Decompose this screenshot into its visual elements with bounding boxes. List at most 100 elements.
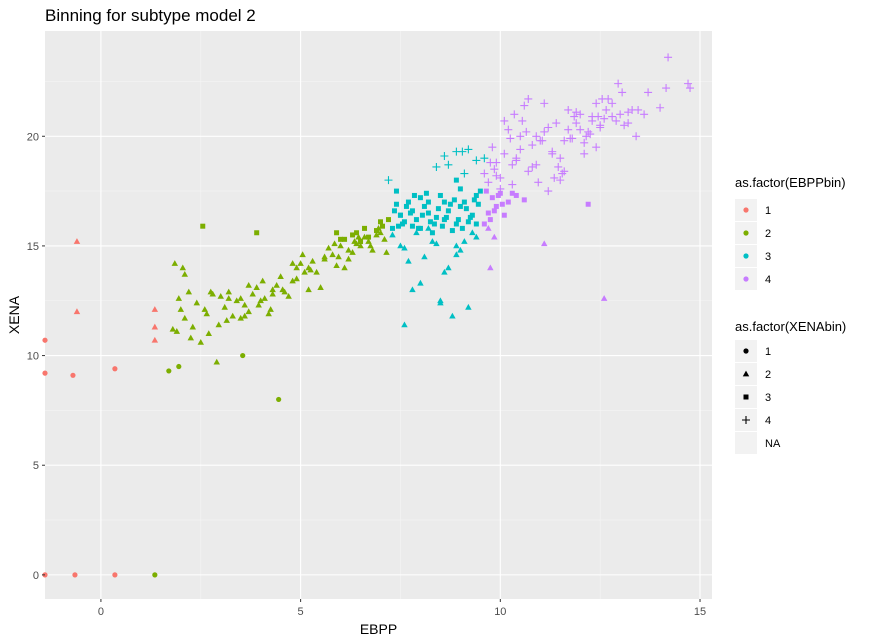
data-point-ebpp4-xena4 [528,141,537,150]
data-point-ebpp4-xena4 [532,132,541,141]
data-point-ebpp2-xena2 [217,292,224,299]
data-point-ebpp3-xena3 [475,201,481,207]
data-point-ebpp3-xena2 [465,303,472,310]
data-point-ebpp3-xena2 [453,251,460,258]
data-point-ebpp3-xena4 [472,156,481,165]
data-point-ebpp3-xena3 [445,208,451,214]
data-point-ebpp3-xena3 [423,190,429,196]
data-point-ebpp3-xena3 [441,217,447,223]
data-point-ebpp4-xena4 [518,116,527,125]
data-point-ebpp2-xena2 [349,249,356,255]
data-point-ebpp2-xena2 [333,262,340,269]
data-point-ebpp4-xena4 [548,147,557,156]
data-point-ebpp2-xena2 [345,246,352,253]
data-point-ebpp2-xena2 [307,266,314,273]
data-point-ebpp2-xena3 [377,219,383,225]
data-point-ebpp4-xena4 [500,116,509,125]
shape-legend-label: 1 [765,346,771,358]
data-point-ebpp4-xena3 [493,203,499,209]
data-point-ebpp4-xena4 [554,162,563,171]
data-point-ebpp4-xena4 [552,119,561,128]
data-points [42,53,695,578]
data-point-ebpp3-xena3 [435,206,441,212]
data-point-ebpp2-xena3 [354,230,360,236]
data-point-ebpp1-xena2 [73,308,81,315]
x-tick-label: 10 [494,606,506,618]
data-point-ebpp3-xena3 [465,219,471,225]
data-point-ebpp2-xena2 [365,238,372,244]
data-point-ebpp2-xena2 [245,308,252,315]
data-point-ebpp3-xena3 [395,223,401,229]
data-point-ebpp4-xena4 [632,132,641,141]
data-point-ebpp3-xena3 [451,197,457,203]
data-point-ebpp2-xena2 [265,310,272,317]
data-point-ebpp2-xena2 [309,257,316,264]
data-point-ebpp2-xena2 [207,288,214,295]
data-point-ebpp4-xena4 [656,103,665,112]
data-point-ebpp4-xena4 [524,94,533,103]
data-point-ebpp4-xena2 [541,240,548,247]
data-point-ebpp2-xena2 [383,249,390,255]
data-point-ebpp2-xena1 [240,352,246,359]
data-point-ebpp3-xena2 [397,242,404,249]
data-point-ebpp3-xena3 [467,214,473,220]
data-point-ebpp2-xena3 [342,236,348,242]
data-point-ebpp3-xena3 [447,201,453,207]
data-point-ebpp3-xena3 [389,225,395,231]
data-point-ebpp2-xena2 [179,264,187,271]
data-point-ebpp2-xena2 [245,281,252,288]
data-point-ebpp3-xena2 [445,264,452,271]
data-point-ebpp4-xena4 [576,125,585,134]
data-point-ebpp2-xena2 [173,328,181,334]
data-point-ebpp4-xena4 [620,121,629,130]
data-point-ebpp4-xena4 [506,134,515,143]
data-point-ebpp3-xena3 [463,206,469,212]
data-point-ebpp4-xena4 [490,165,499,174]
data-point-ebpp4-xena2 [491,233,498,240]
data-point-ebpp2-xena2 [225,288,232,295]
color-legend-label: 2 [765,228,771,240]
data-point-ebpp3-xena3 [419,212,425,218]
y-tick-label: 5 [33,460,39,472]
y-tick-label: 10 [27,351,39,363]
data-point-ebpp2-xena2 [255,301,262,308]
data-point-ebpp2-xena2 [187,334,195,341]
data-point-ebpp4-xena3 [495,192,501,198]
data-point-ebpp3-xena3 [437,192,443,198]
shape-legend-label: 3 [765,392,771,404]
data-point-ebpp2-xena2 [201,306,208,312]
y-axis-ticks: 0 5 10 15 20 [27,131,45,582]
data-point-ebpp2-xena3 [366,234,372,240]
data-point-ebpp2-xena2 [297,260,304,266]
data-point-ebpp3-xena3 [473,192,479,198]
data-point-ebpp4-xena3 [505,199,511,205]
data-point-ebpp3-xena3 [397,212,403,218]
data-point-ebpp2-xena3 [334,230,340,236]
data-point-ebpp3-xena2 [389,231,396,238]
data-point-ebpp2-xena2 [377,229,384,236]
data-point-ebpp2-xena2 [237,295,244,301]
data-point-ebpp4-xena4 [558,169,567,178]
data-point-ebpp3-xena3 [433,214,439,220]
data-point-ebpp4-xena4 [516,145,525,154]
data-point-ebpp3-xena3 [431,221,437,227]
data-point-ebpp2-xena3 [374,228,380,234]
data-point-ebpp3-xena3 [457,186,463,192]
data-point-ebpp2-xena3 [200,223,206,229]
data-point-ebpp3-xena2 [437,299,444,306]
data-point-ebpp4-xena4 [572,108,581,117]
y-axis-title: XENA [6,295,22,334]
color-legend-swatch [743,253,749,259]
data-point-ebpp4-xena4 [556,154,565,163]
data-point-ebpp3-xena3 [411,192,417,198]
data-point-ebpp1-xena2 [151,323,159,330]
data-point-ebpp2-xena3 [358,239,364,245]
color-legend-label: 4 [765,274,771,286]
data-point-ebpp2-xena2 [331,240,338,247]
data-point-ebpp2-xena2 [341,264,348,271]
data-point-ebpp3-xena2 [441,268,448,275]
data-point-ebpp3-xena2 [409,286,416,293]
data-point-ebpp4-xena4 [634,105,643,114]
data-point-ebpp3-xena2 [405,257,412,264]
data-point-ebpp3-xena3 [461,199,467,205]
